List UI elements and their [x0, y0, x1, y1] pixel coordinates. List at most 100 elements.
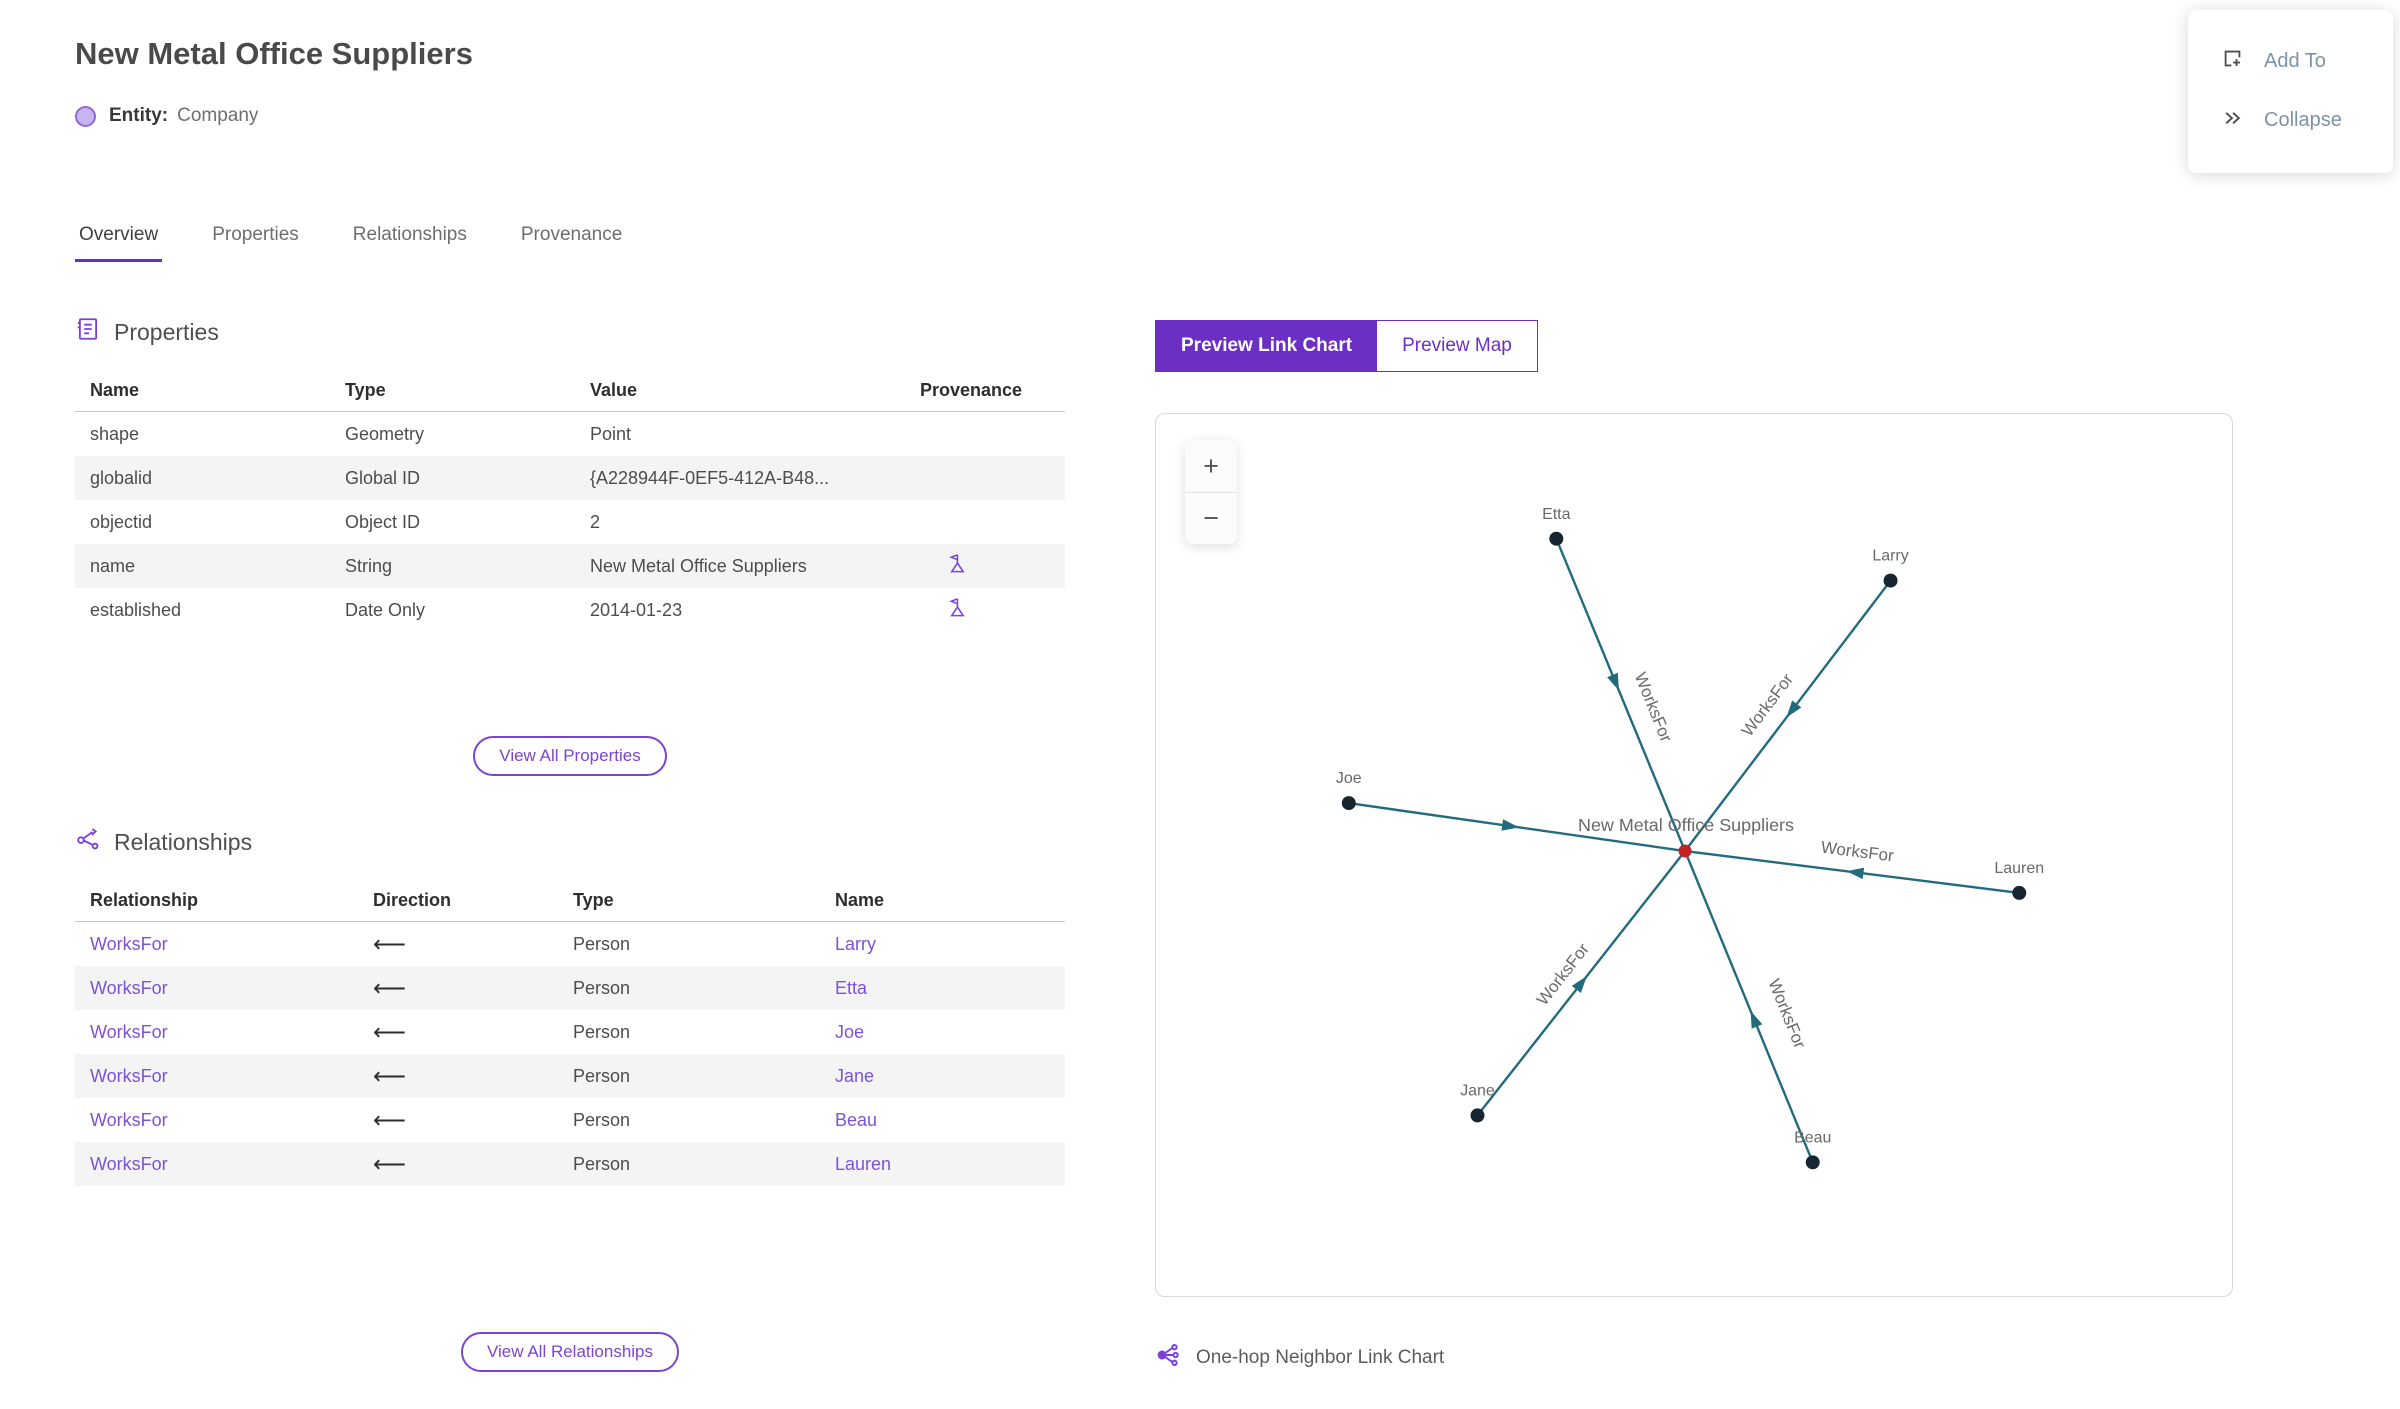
direction-arrow: ⟵ [373, 1062, 406, 1089]
tab-relationships[interactable]: Relationships [352, 224, 467, 245]
property-row: objectid Object ID 2 [75, 500, 1065, 544]
relationship-type-link[interactable]: WorksFor [90, 1109, 168, 1130]
entity-value: Company [177, 105, 259, 126]
graph-node-label: Jane [1460, 1082, 1495, 1099]
relationship-row: WorksFor ⟵ Person Lauren [75, 1142, 1065, 1186]
graph-node-center-company[interactable] [1678, 844, 1692, 858]
property-name-cell: objectid [90, 511, 153, 532]
relationship-row: WorksFor ⟵ Person Jane [75, 1054, 1065, 1098]
entity-row: Entity: Company [75, 105, 258, 127]
relationship-row: WorksFor ⟵ Person Beau [75, 1098, 1065, 1142]
tab-provenance[interactable]: Provenance [520, 224, 623, 245]
graph-edge-label: WorksFor [1738, 670, 1797, 740]
property-value-cell: {A228944F-0EF5-412A-B48... [590, 467, 830, 488]
relationship-type-link[interactable]: WorksFor [90, 1153, 168, 1174]
related-entity-name-link[interactable]: Jane [835, 1065, 875, 1086]
link-chart-icon [1155, 1342, 1181, 1374]
graph-node-person[interactable] [1341, 796, 1356, 811]
relationship-row: WorksFor ⟵ Person Larry [75, 922, 1065, 966]
graph-node-label: Beau [1794, 1129, 1831, 1146]
graph-node-person[interactable] [1470, 1108, 1485, 1123]
property-provenance-cell[interactable] [905, 596, 1065, 624]
property-row: shape Geometry Point [75, 412, 1065, 456]
direction-arrow: ⟵ [373, 1018, 406, 1045]
property-row: globalid Global ID {A228944F-0EF5-412A-B48… [75, 456, 1065, 500]
property-type-cell: Geometry [345, 423, 425, 444]
property-value-cell: 2014-01-23 [590, 599, 683, 620]
graph-edge[interactable] [1683, 850, 1814, 1163]
column-header-type: Type [573, 890, 614, 910]
zoom-in-button[interactable]: + [1203, 450, 1219, 481]
relationship-type-link[interactable]: WorksFor [90, 977, 168, 998]
preview-map-button[interactable]: Preview Map [1377, 321, 1537, 371]
add-to-button[interactable]: Add To [2188, 32, 2393, 91]
column-header-type: Type [345, 380, 386, 400]
view-all-relationships-button[interactable]: View All Relationships [461, 1332, 679, 1372]
column-header-name: Name [835, 890, 885, 910]
graph-node-label: Joe [1336, 770, 1362, 787]
property-type-cell: String [345, 555, 393, 576]
graph-node-person[interactable] [2012, 885, 2027, 900]
graph-node-person[interactable] [1883, 573, 1898, 588]
entity-type-color-dot [75, 105, 96, 127]
related-entity-type-cell: Person [573, 1065, 631, 1086]
relationship-type-link[interactable]: WorksFor [90, 1065, 168, 1086]
related-entity-name-link[interactable]: Etta [835, 977, 868, 998]
property-row: established Date Only 2014-01-23 [75, 588, 1065, 632]
property-type-cell: Date Only [345, 599, 426, 620]
property-provenance-cell[interactable] [905, 552, 1065, 580]
graph-center-node-label: New Metal Office Suppliers [1578, 815, 1794, 835]
graph-node-person[interactable] [1805, 1155, 1820, 1170]
relationships-section-heading: Relationships [75, 826, 252, 858]
direction-arrow: ⟵ [373, 930, 406, 957]
column-header-relationship: Relationship [90, 890, 199, 910]
zoom-control: + − [1185, 440, 1237, 544]
collapse-label: Collapse [2264, 109, 2342, 131]
property-type-cell: Global ID [345, 467, 421, 488]
tab-bar: Overview Properties Relationships Provenanc… [75, 224, 626, 262]
property-value-cell: New Metal Office Suppliers [590, 555, 807, 576]
related-entity-name-link[interactable]: Beau [835, 1109, 878, 1130]
column-header-provenance: Provenance [920, 380, 1023, 400]
relationship-row: WorksFor ⟵ Person Joe [75, 1010, 1065, 1054]
property-name-cell: shape [90, 423, 140, 444]
relationship-type-link[interactable]: WorksFor [90, 933, 168, 954]
relationship-type-link[interactable]: WorksFor [90, 1021, 168, 1042]
graph-edge-arrowhead [1571, 976, 1587, 994]
property-row: name String New Metal Office Suppliers [75, 544, 1065, 588]
provenance-flag-icon[interactable] [945, 598, 968, 623]
tab-properties[interactable]: Properties [212, 224, 299, 245]
properties-icon [75, 316, 101, 348]
relationship-row: WorksFor ⟵ Person Etta [75, 966, 1065, 1010]
graph-edge-arrowhead [1786, 700, 1802, 718]
graph-edge-label: WorksFor [1820, 838, 1895, 866]
related-entity-type-cell: Person [573, 1153, 631, 1174]
relationships-icon [75, 826, 101, 858]
add-to-icon [2221, 47, 2244, 76]
page-title: New Metal Office Suppliers [75, 36, 473, 71]
direction-arrow: ⟵ [373, 974, 406, 1001]
graph-edge[interactable] [1555, 538, 1687, 852]
link-chart-panel: + − WorksFor WorksFor WorksFor WorksFor Work… [1155, 413, 2233, 1297]
zoom-out-button[interactable]: − [1185, 492, 1237, 544]
link-chart-canvas[interactable]: WorksFor WorksForWorksForWorksForWorksFor… [1156, 414, 2232, 1296]
related-entity-type-cell: Person [573, 977, 631, 998]
preview-link-chart-button[interactable]: Preview Link Chart [1156, 321, 1378, 371]
related-entity-name-link[interactable]: Joe [835, 1021, 865, 1042]
chart-caption-label: One-hop Neighbor Link Chart [1196, 1347, 1445, 1368]
graph-edge-arrowhead [1846, 867, 1865, 880]
graph-edge-label: WorksFor [1533, 939, 1593, 1009]
related-entity-name-link[interactable]: Lauren [835, 1153, 892, 1174]
related-entity-name-link[interactable]: Larry [835, 933, 877, 954]
column-header-direction: Direction [373, 890, 452, 910]
provenance-flag-icon[interactable] [945, 554, 968, 579]
graph-node-label: Larry [1872, 548, 1908, 565]
collapse-button[interactable]: Collapse [2188, 91, 2393, 150]
related-entity-type-cell: Person [573, 1109, 631, 1130]
preview-mode-toggle: Preview Link Chart Preview Map [1155, 320, 1538, 372]
graph-node-person[interactable] [1549, 531, 1564, 546]
relationships-table: Relationship Direction Type Name WorksFor ⟵ P… [75, 880, 1065, 1186]
related-entity-type-cell: Person [573, 933, 631, 954]
tab-overview[interactable]: Overview [75, 224, 163, 262]
view-all-properties-button[interactable]: View All Properties [473, 736, 667, 776]
